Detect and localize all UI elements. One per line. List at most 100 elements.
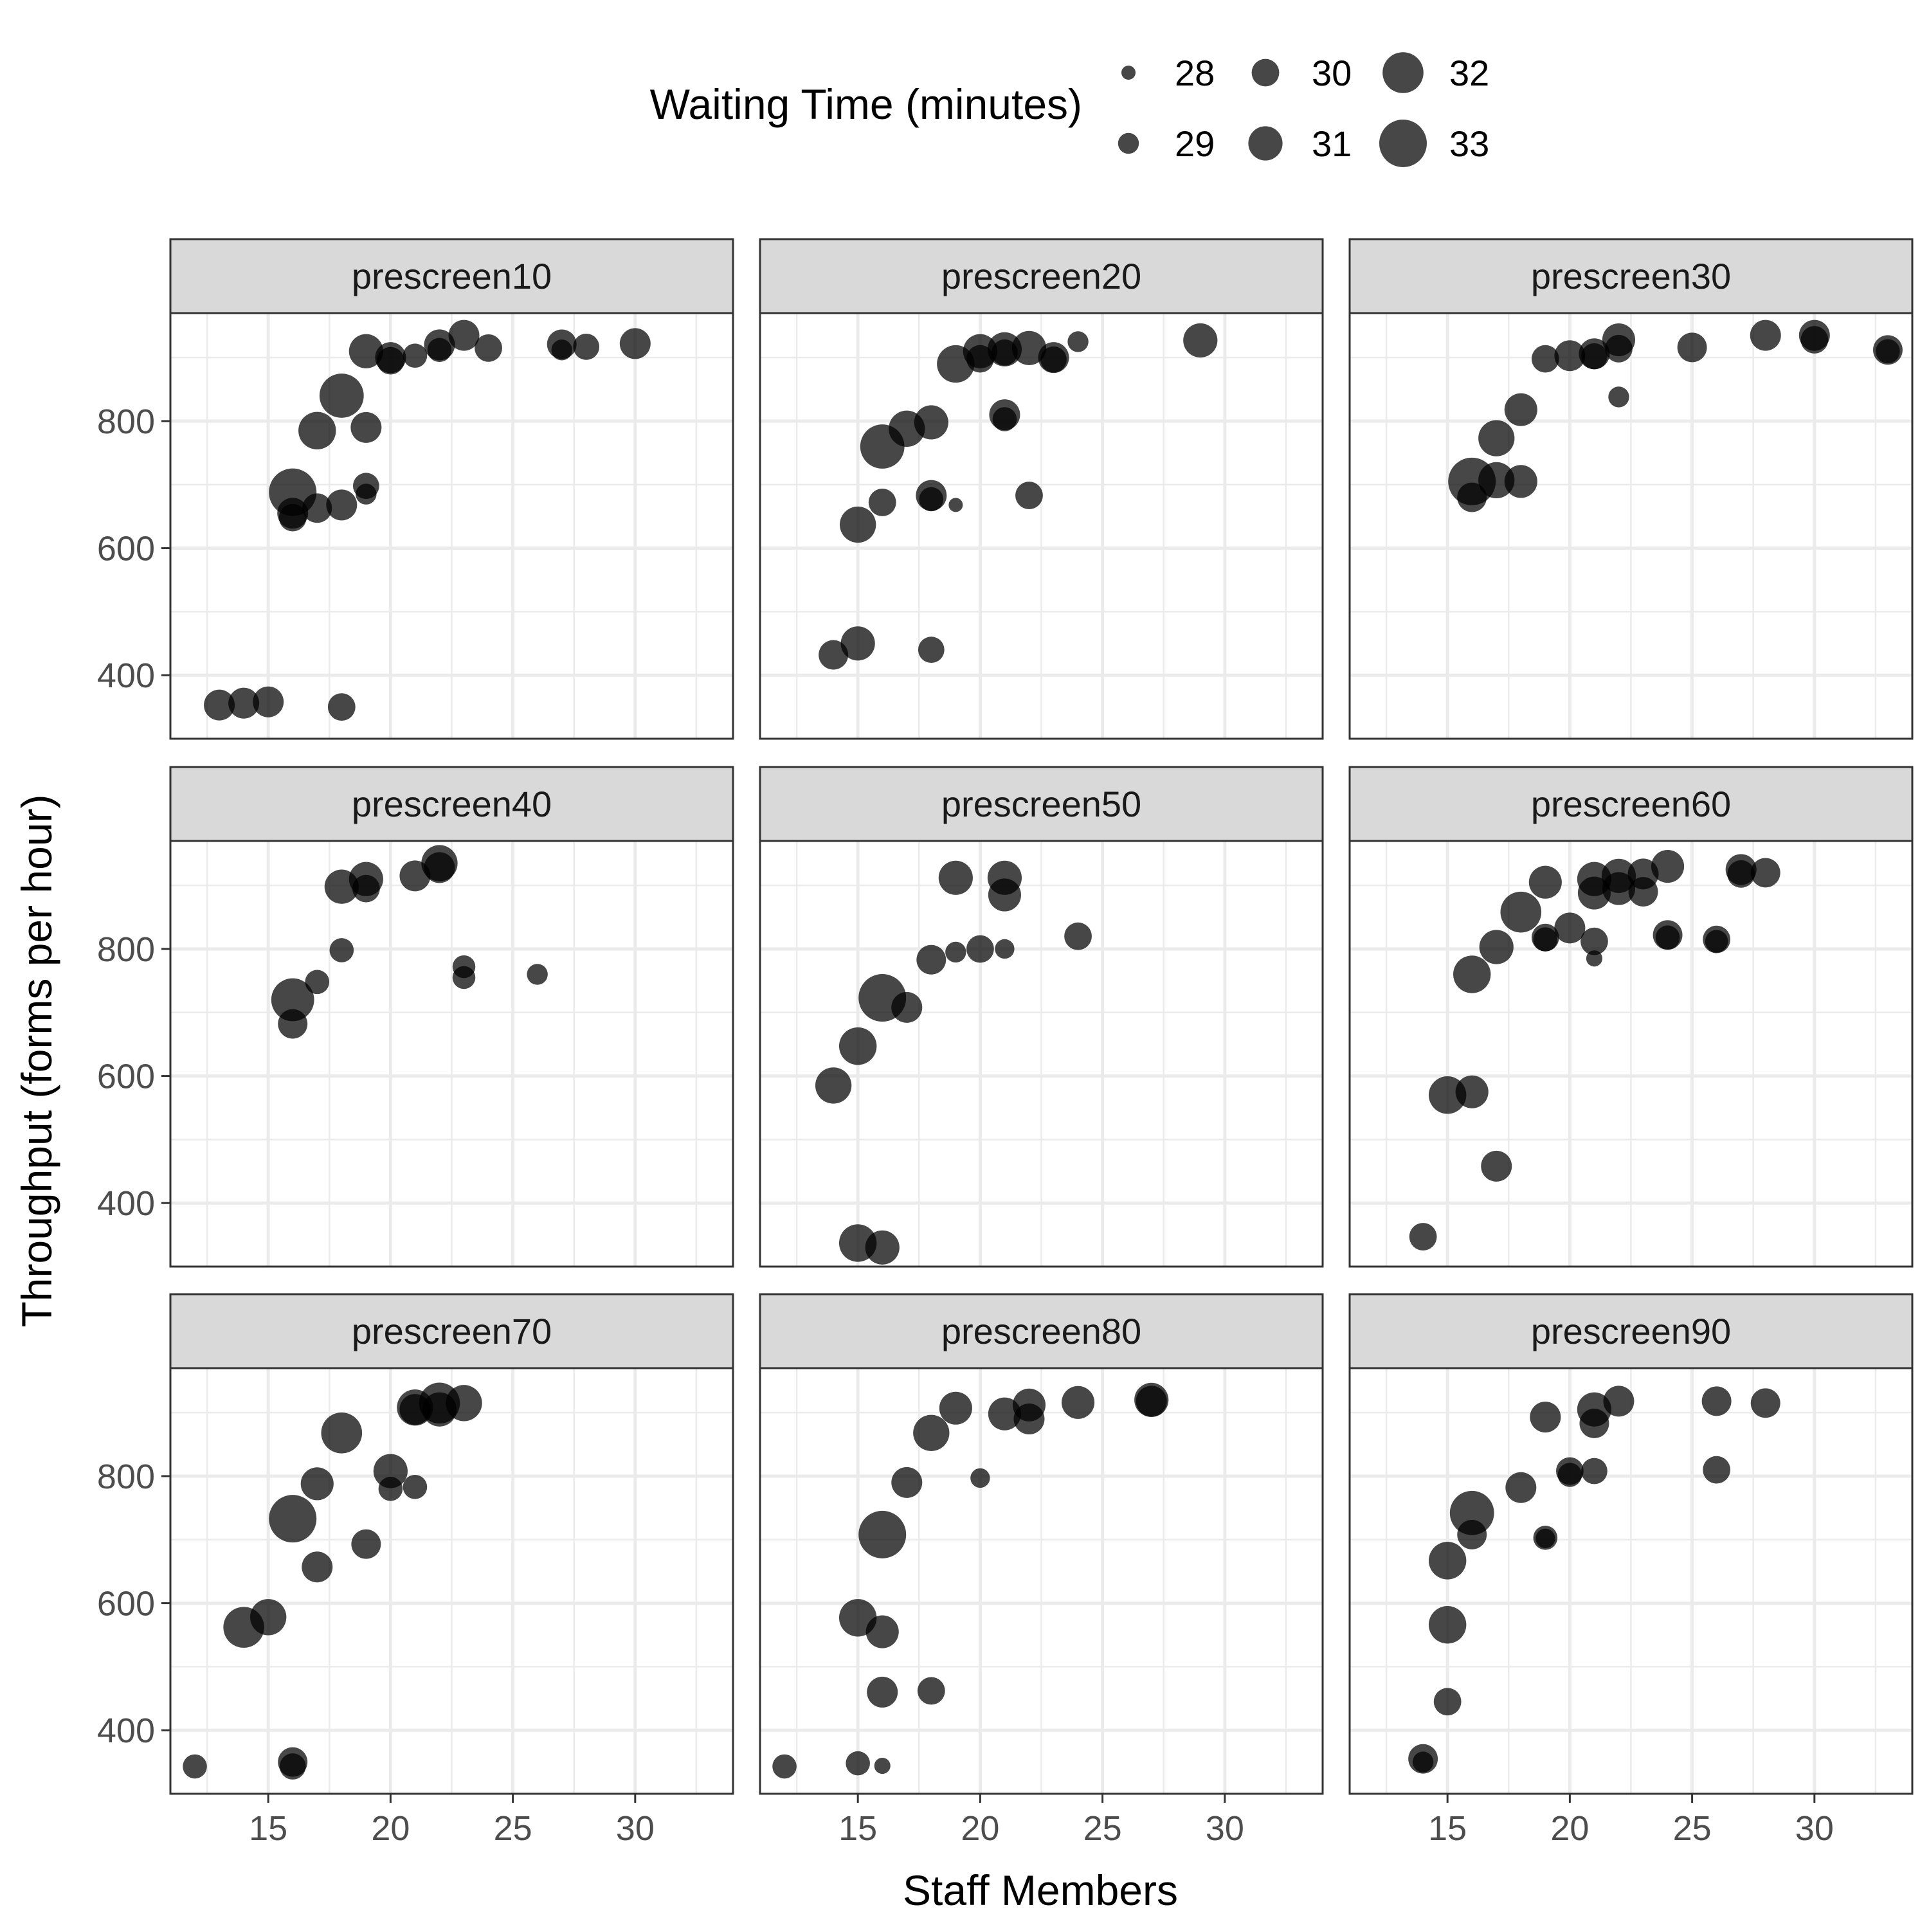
data-point bbox=[917, 1677, 945, 1705]
panel-title: prescreen10 bbox=[352, 256, 552, 296]
data-point bbox=[1705, 930, 1728, 953]
data-point bbox=[1428, 1605, 1467, 1644]
panel-title: prescreen30 bbox=[1531, 256, 1731, 296]
data-point bbox=[840, 626, 875, 661]
legend-key-32 bbox=[1382, 52, 1424, 93]
data-point bbox=[995, 939, 1015, 959]
data-point bbox=[1535, 1528, 1555, 1548]
data-point bbox=[1412, 1751, 1434, 1773]
legend-label-30: 30 bbox=[1312, 53, 1352, 93]
panel-prescreen80: prescreen80 15 20 25 30 bbox=[759, 1293, 1324, 1848]
data-point bbox=[1655, 925, 1680, 950]
data-point bbox=[1013, 1404, 1045, 1435]
y-tick-label: 600 bbox=[97, 1058, 155, 1096]
data-point bbox=[527, 964, 548, 985]
panel-prescreen60: prescreen60 bbox=[1348, 766, 1914, 1268]
data-point bbox=[966, 935, 994, 963]
data-point bbox=[305, 970, 330, 995]
legend-title: Waiting Time (minutes) bbox=[650, 80, 1082, 128]
panel-border bbox=[1348, 312, 1914, 740]
data-point bbox=[351, 1529, 381, 1559]
data-point bbox=[1800, 326, 1829, 354]
panel-border bbox=[1348, 1367, 1914, 1795]
panel-title: prescreen80 bbox=[941, 1311, 1141, 1351]
data-point bbox=[1876, 339, 1900, 364]
data-point bbox=[1530, 1402, 1561, 1433]
data-point bbox=[1478, 420, 1515, 456]
data-point bbox=[1457, 1519, 1487, 1549]
data-point bbox=[327, 693, 356, 721]
data-point bbox=[891, 1467, 923, 1498]
data-point bbox=[573, 334, 600, 360]
data-point bbox=[945, 941, 966, 963]
data-point bbox=[269, 1495, 317, 1543]
data-point bbox=[376, 347, 404, 375]
panel-prescreen30: prescreen30 bbox=[1348, 238, 1914, 740]
panel-title: prescreen20 bbox=[941, 256, 1141, 296]
x-tick-label: 15 bbox=[249, 1809, 287, 1848]
data-point bbox=[1586, 950, 1602, 967]
data-point bbox=[1677, 332, 1707, 363]
data-point bbox=[988, 878, 1021, 912]
data-point bbox=[204, 689, 235, 721]
data-point bbox=[1580, 927, 1608, 955]
data-point bbox=[298, 411, 336, 449]
data-point bbox=[1062, 1386, 1095, 1419]
panel-border bbox=[169, 1367, 734, 1795]
data-point bbox=[427, 338, 452, 363]
data-point bbox=[452, 966, 476, 989]
panel-prescreen40: prescreen40 400 600 800 bbox=[97, 766, 734, 1268]
legend-key-30 bbox=[1251, 59, 1280, 87]
data-point bbox=[1557, 1463, 1582, 1487]
data-point bbox=[228, 687, 260, 719]
data-point bbox=[1433, 1688, 1462, 1716]
data-point bbox=[271, 978, 314, 1022]
x-tick-label: 30 bbox=[1795, 1809, 1834, 1848]
data-point bbox=[992, 339, 1018, 366]
x-axis-title: Staff Members bbox=[903, 1866, 1178, 1914]
data-point bbox=[1581, 343, 1608, 370]
data-point bbox=[1727, 860, 1755, 888]
panel-prescreen10: prescreen10 400 600 800 bbox=[97, 238, 734, 740]
data-point bbox=[349, 334, 383, 368]
data-point bbox=[891, 991, 923, 1023]
legend-key-28 bbox=[1121, 66, 1136, 80]
data-point bbox=[1605, 334, 1633, 363]
size-legend: Waiting Time (minutes) 28 29 30 31 32 33 bbox=[650, 52, 1489, 167]
data-point bbox=[1428, 1542, 1467, 1580]
data-point bbox=[1479, 930, 1514, 964]
data-point bbox=[1500, 891, 1542, 933]
data-point bbox=[1533, 927, 1558, 952]
panel-prescreen70: prescreen70 400 600 800 15 20 25 30 bbox=[97, 1293, 734, 1848]
panel-strip bbox=[169, 766, 734, 842]
data-point bbox=[1554, 340, 1586, 372]
data-point bbox=[250, 1599, 287, 1636]
data-point bbox=[1453, 955, 1491, 993]
legend-label-31: 31 bbox=[1312, 123, 1352, 164]
panel-title: prescreen70 bbox=[352, 1311, 552, 1351]
data-point bbox=[1455, 1075, 1489, 1108]
data-point bbox=[1505, 1472, 1537, 1503]
data-point bbox=[253, 686, 284, 718]
data-point bbox=[815, 1067, 852, 1104]
data-point bbox=[966, 345, 994, 373]
data-point bbox=[1409, 1223, 1437, 1250]
panel-strip bbox=[759, 238, 1324, 314]
data-point bbox=[846, 1751, 870, 1776]
y-tick-label: 800 bbox=[97, 930, 155, 969]
data-point bbox=[1528, 865, 1562, 899]
data-point bbox=[970, 1468, 990, 1488]
data-point bbox=[619, 328, 651, 359]
data-point bbox=[1067, 331, 1089, 352]
data-point bbox=[183, 1754, 207, 1779]
data-point bbox=[992, 407, 1017, 431]
data-point bbox=[1750, 858, 1780, 888]
data-point bbox=[278, 1009, 308, 1039]
data-point bbox=[1701, 1386, 1732, 1416]
x-tick-label: 20 bbox=[961, 1809, 999, 1848]
y-tick-label: 800 bbox=[97, 1458, 155, 1496]
data-point bbox=[1504, 465, 1537, 498]
panel-strip bbox=[759, 1293, 1324, 1369]
